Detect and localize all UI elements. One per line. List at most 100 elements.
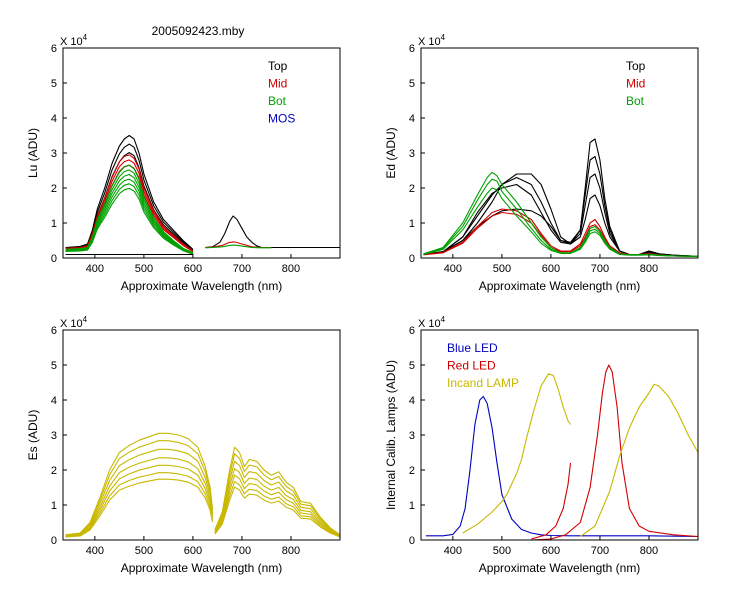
- series-line-top-0: [65, 134, 194, 250]
- series-line-es-3: [214, 468, 340, 537]
- series-line-es-6: [214, 486, 340, 538]
- y-tick-label: 5: [51, 78, 57, 90]
- y-tick-label: 0: [51, 535, 57, 547]
- legend-entry-mid: Mid: [626, 77, 645, 91]
- y-tick-label: 4: [51, 395, 57, 407]
- legend-entry-blue-led: Blue LED: [447, 341, 498, 355]
- series-line-es-2: [214, 460, 340, 536]
- y-tick-label: 5: [409, 360, 415, 372]
- series-line-es-0: [65, 432, 214, 536]
- x-tick-label: 400: [86, 263, 104, 275]
- y-axis-label: Es (ADU): [26, 410, 40, 461]
- x-tick-label: 600: [542, 263, 560, 275]
- x-axis-label: Approximate Wavelength (nm): [479, 561, 641, 575]
- panel-es: 0 1 2 3 4 5 6 400 500 600 700 800 X 104 Approximate W…: [26, 315, 341, 575]
- x-tick-label: 800: [282, 263, 300, 275]
- series-group: [65, 432, 340, 538]
- series-line-es-0: [214, 446, 340, 536]
- y-axis-label: Ed (ADU): [384, 127, 398, 178]
- calib-plot-area: 0 1 2 3 4 5 6 400 500 600 700 800 X 104 Approximate W…: [384, 315, 699, 575]
- y-tick-label: 1: [51, 218, 57, 230]
- series-line-incand-lamp-0: [462, 373, 571, 534]
- y-tick-label: 3: [409, 148, 415, 160]
- y-tick-label: 5: [409, 78, 415, 90]
- x-axis-label: Approximate Wavelength (nm): [479, 279, 641, 293]
- es-plot-area: 0 1 2 3 4 5 6 400 500 600 700 800 X 104 Approximate W…: [26, 315, 341, 575]
- y-tick-label: 0: [409, 535, 415, 547]
- x-tick-label: 700: [233, 263, 251, 275]
- y-tick-label: 1: [409, 218, 415, 230]
- figure-title: 2005092423.mby: [152, 24, 245, 38]
- x-tick-label: 500: [135, 263, 153, 275]
- lu-plot-area: 0 1 2 3 4 5 6 400 500 600 700 800 X 104 Approximate W…: [26, 33, 341, 293]
- series-line-bot-0: [205, 244, 272, 249]
- legend-entry-red-led: Red LED: [447, 359, 496, 373]
- y-tick-label: 3: [51, 148, 57, 160]
- series-line-es-2: [65, 448, 214, 537]
- y-tick-label: 5: [51, 360, 57, 372]
- y-tick-label: 1: [409, 500, 415, 512]
- series-line-top-0: [205, 215, 340, 249]
- x-tick-label: 700: [591, 545, 609, 557]
- series-line-es-6: [65, 478, 214, 538]
- y-tick-label: 2: [51, 465, 57, 477]
- panel-lu: 0 1 2 3 4 5 6 400 500 600 700 800 X 104 Approximate W…: [26, 33, 341, 293]
- series-line-es-1: [214, 453, 340, 536]
- legend-entry-top: Top: [268, 59, 288, 73]
- x-tick-label: 400: [444, 545, 462, 557]
- x-tick-label: 800: [640, 263, 658, 275]
- series-group: [65, 134, 340, 256]
- legend-entry-mos: MOS: [268, 112, 295, 126]
- y-axis-label: Internal Calib. Lamps (ADU): [384, 360, 398, 510]
- ed-plot-area: 0 1 2 3 4 5 6 400 500 600 700 800 X 104 Approximate W…: [384, 33, 699, 293]
- y-tick-label: 3: [51, 430, 57, 442]
- y-multiplier-label: X 104: [60, 33, 88, 48]
- x-axis-label: Approximate Wavelength (nm): [121, 279, 283, 293]
- series-line-incand-lamp-0: [579, 383, 698, 537]
- x-tick-label: 700: [591, 263, 609, 275]
- y-axis-label: Lu (ADU): [26, 128, 40, 178]
- series-line-es-3: [65, 457, 214, 537]
- y-tick-label: 2: [409, 183, 415, 195]
- series-line-es-5: [214, 481, 340, 538]
- x-tick-label: 500: [493, 263, 511, 275]
- series-line-es-4: [214, 474, 340, 537]
- y-tick-label: 2: [51, 183, 57, 195]
- x-tick-label: 600: [184, 545, 202, 557]
- series-group: [425, 364, 698, 540]
- series-line-bot-0: [423, 187, 698, 257]
- x-tick-label: 700: [233, 545, 251, 557]
- y-tick-label: 4: [409, 395, 415, 407]
- y-tick-label: 1: [51, 500, 57, 512]
- panel-ed: 0 1 2 3 4 5 6 400 500 600 700 800 X 104 Approximate W…: [384, 33, 699, 293]
- y-tick-label: 0: [51, 253, 57, 265]
- x-tick-label: 400: [444, 263, 462, 275]
- legend-entry-top: Top: [626, 59, 646, 73]
- x-tick-label: 800: [282, 545, 300, 557]
- series-group: [423, 138, 698, 257]
- series-line-red-led-0: [531, 364, 698, 540]
- x-tick-label: 800: [640, 545, 658, 557]
- panel-calib: 0 1 2 3 4 5 6 400 500 600 700 800 X 104 Approximate W…: [384, 315, 699, 575]
- series-line-es-1: [65, 440, 214, 536]
- x-tick-label: 600: [542, 545, 560, 557]
- y-tick-label: 6: [51, 43, 57, 55]
- x-tick-label: 500: [135, 545, 153, 557]
- y-tick-label: 3: [409, 430, 415, 442]
- x-tick-label: 400: [86, 545, 104, 557]
- legend-entry-bot: Bot: [268, 94, 287, 108]
- y-tick-label: 6: [409, 325, 415, 337]
- legend-entry-bot: Bot: [626, 94, 645, 108]
- legend-entry-mid: Mid: [268, 77, 287, 91]
- y-tick-label: 4: [51, 113, 57, 125]
- y-multiplier-label: X 104: [418, 315, 446, 330]
- y-tick-label: 4: [409, 113, 415, 125]
- x-axis-label: Approximate Wavelength (nm): [121, 561, 283, 575]
- y-tick-label: 6: [51, 325, 57, 337]
- y-tick-label: 6: [409, 43, 415, 55]
- y-multiplier-label: X 104: [418, 33, 446, 48]
- y-tick-label: 2: [409, 465, 415, 477]
- series-line-bot-5: [65, 187, 194, 255]
- series-line-red-led-0: [531, 462, 572, 540]
